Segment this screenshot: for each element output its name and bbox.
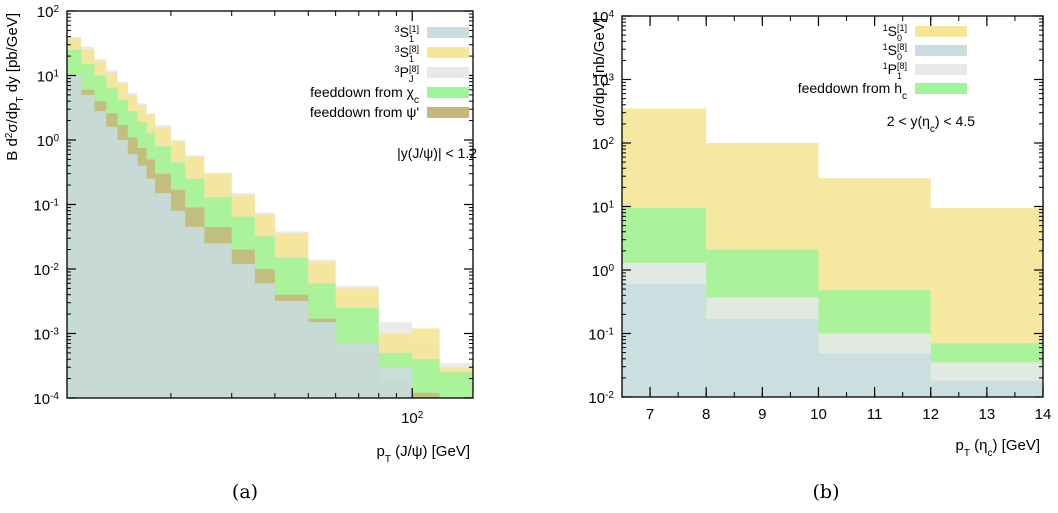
ytick-label-b-2: 100 <box>592 263 615 281</box>
xtick-label-b-4: 11 <box>867 406 883 423</box>
bars-b <box>622 108 1043 397</box>
caption-a: (a) <box>232 481 258 503</box>
bar-b-s1-b0 <box>622 284 707 397</box>
legend-label-b-1: 1S[8] 0 <box>883 42 907 62</box>
ytick-label-b-1: 10-1 <box>588 326 614 344</box>
xtick-label-b-6: 13 <box>979 406 996 423</box>
xtick-label-b-2: 9 <box>758 406 766 423</box>
ytick-label-a-3: 10-1 <box>33 197 59 215</box>
bar-a-s3-b18 <box>412 359 440 398</box>
legend-swatch-b-0 <box>915 26 967 37</box>
bar-a-s0-b15 <box>308 322 336 398</box>
bar-a-s0-b12 <box>231 263 255 398</box>
ytick-label-b-6: 104 <box>592 9 615 27</box>
ytick-label-a-6: 102 <box>37 4 60 22</box>
bar-b-s1-b1 <box>706 318 819 397</box>
ytick-label-a-1: 10-3 <box>33 326 59 344</box>
legend-swatch-b-3 <box>915 83 967 94</box>
xtick-label-b-5: 12 <box>922 406 939 423</box>
xtick-label-a-0: 102 <box>401 410 424 428</box>
x-axis-label-b: pT (ηc) [GeV] <box>956 437 1040 459</box>
bars-a <box>67 36 473 398</box>
legend-swatch-a-4 <box>427 107 469 118</box>
ytick-label-b-5: 103 <box>592 72 615 90</box>
xtick-label-b-0: 7 <box>646 406 654 423</box>
bar-a-s3-b19 <box>439 372 473 398</box>
x-axis-label-a: pT (J/ψ) [GeV] <box>377 443 471 465</box>
y-axis-label-b: dσ/dpT [nb/GeV] <box>591 18 613 126</box>
bar-a-s0-b10 <box>185 226 205 398</box>
legend-swatch-b-1 <box>915 45 967 56</box>
ytick-label-a-0: 10-4 <box>33 391 59 409</box>
xtick-label-b-7: 14 <box>1035 406 1052 423</box>
bar-a-s0-b17 <box>378 367 413 398</box>
legend-label-a-0: 3S[1] 1 <box>395 24 419 44</box>
legend-swatch-a-1 <box>427 47 469 58</box>
bar-a-s0-b7 <box>146 178 156 398</box>
bar-a-s0-b11 <box>204 243 232 398</box>
annotation-b: 2 < y(ηc) < 4.5 <box>887 113 975 135</box>
bar-a-s0-b0 <box>67 75 82 398</box>
legend-swatch-b-2 <box>915 64 967 75</box>
ytick-label-a-2: 10-2 <box>33 262 59 280</box>
legend-label-a-2: 3P[8] J <box>395 64 419 84</box>
bar-a-s0-b1 <box>81 94 95 398</box>
ytick-label-b-4: 102 <box>592 136 615 154</box>
ytick-label-b-3: 101 <box>592 199 615 217</box>
ytick-label-b-0: 10-2 <box>588 390 614 408</box>
annotation-a: |y(J/ψ)| < 1.2 <box>397 145 477 161</box>
ytick-label-a-5: 101 <box>37 68 60 86</box>
bar-a-s0-b3 <box>106 126 118 398</box>
legend-label-b-0: 1S[1] 0 <box>883 23 907 43</box>
legend-label-a-4: feeddown from ψ' <box>310 104 419 120</box>
bar-a-s0-b5 <box>127 154 138 398</box>
legend-label-b-2: 1P[8] 1 <box>883 61 907 81</box>
bar-a-s0-b16 <box>335 343 379 398</box>
y-axis-label-a: B d2σ/dpT dy [pb/GeV] <box>4 13 26 161</box>
ytick-label-a-4: 100 <box>37 133 60 151</box>
legend-label-b-3: feeddown from hc <box>798 80 907 102</box>
caption-b: (b) <box>813 481 840 503</box>
bar-a-s4-b18 <box>412 392 440 398</box>
bar-a-s0-b9 <box>170 210 186 398</box>
bar-a-s0-b14 <box>274 300 309 398</box>
bar-a-s0-b13 <box>254 283 275 398</box>
bar-a-s0-b6 <box>137 165 147 398</box>
legend-swatch-a-3 <box>427 87 469 98</box>
legend-swatch-a-0 <box>427 27 469 38</box>
xtick-label-b-1: 8 <box>702 406 710 423</box>
xtick-label-b-3: 10 <box>810 406 827 423</box>
bar-a-s0-b4 <box>117 140 128 398</box>
legend-swatch-a-2 <box>427 67 469 78</box>
chart-a: 10-4 10-3 10-2 10-1 100 101 102 102 pT (J/ψ) [Ge… <box>4 4 478 504</box>
chart-b: 10-2 10-1 100 101 102 103 104 7 8 9 10 11 12 13 14 pT (… <box>588 9 1051 504</box>
bar-a-s0-b8 <box>155 193 171 398</box>
legend-label-a-1: 3S[8] 1 <box>395 44 419 64</box>
legend-label-a-3: feeddown from χc <box>310 84 419 106</box>
bar-a-s0-b2 <box>94 111 107 398</box>
